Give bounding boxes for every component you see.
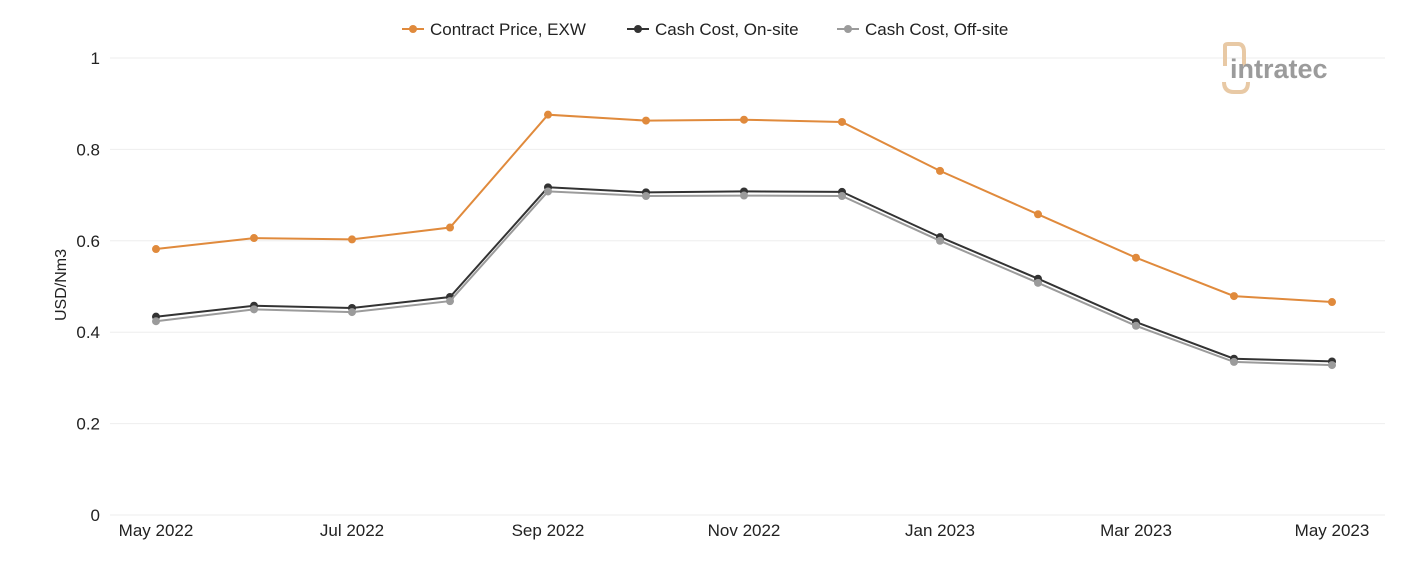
logo-mark-hook [1222,81,1250,94]
y-tick-label: 0.8 [76,140,100,159]
data-point [936,236,944,245]
legend-marker [844,25,852,33]
series-3 [152,187,1336,370]
y-axis-ticks: 0 0.2 0.4 0.6 0.8 1 [76,49,100,525]
data-point [1034,278,1042,287]
data-point [446,297,454,306]
data-point [1034,210,1042,219]
data-point [348,235,356,244]
legend-label: Cash Cost, Off-site [865,20,1008,39]
data-point [152,317,160,326]
series-group [152,110,1336,370]
x-tick-label: May 2022 [119,521,194,540]
data-point [740,191,748,200]
x-tick-label: Mar 2023 [1100,521,1172,540]
data-point [1328,298,1336,307]
data-point [1230,292,1238,301]
y-tick-label: 1 [91,49,100,68]
data-point [544,187,552,196]
legend-item[interactable]: Cash Cost, Off-site [837,20,1008,39]
legend[interactable]: Contract Price, EXW Cash Cost, On-site Cas… [402,20,1008,39]
x-tick-label: Nov 2022 [708,521,781,540]
data-point [152,245,160,254]
intratec-logo: intratec [1222,42,1328,94]
y-tick-label: 0.2 [76,415,100,434]
data-point [642,192,650,201]
data-point [544,110,552,119]
data-point [1132,321,1140,330]
legend-label: Contract Price, EXW [430,20,586,39]
data-point [348,308,356,317]
series-line [155,190,1333,367]
data-point [838,117,846,126]
legend-marker [634,25,642,33]
series-2 [152,183,1336,366]
x-tick-label: Jan 2023 [905,521,975,540]
y-axis-label: USD/Nm3 [53,249,70,321]
y-tick-label: 0 [91,506,100,525]
series-line [155,186,1333,363]
data-point [1230,357,1238,366]
data-point [1328,361,1336,370]
data-point [838,192,846,201]
gridlines [110,57,1385,516]
data-point [740,115,748,124]
y-tick-label: 0.4 [76,323,100,342]
data-point [642,116,650,125]
legend-item[interactable]: Cash Cost, On-site [627,20,799,39]
legend-label: Cash Cost, On-site [655,20,799,39]
legend-item[interactable]: Contract Price, EXW [402,20,586,39]
x-tick-label: May 2023 [1295,521,1370,540]
series-1 [152,110,1336,307]
series-line [155,113,1333,303]
data-point [250,234,258,243]
logo-text: intratec [1230,54,1328,84]
x-tick-label: Sep 2022 [512,521,585,540]
logo-mark [1223,42,1246,66]
data-point [936,166,944,175]
y-tick-label: 0.6 [76,232,100,251]
data-point [1132,253,1140,262]
x-tick-label: Jul 2022 [320,521,384,540]
data-point [250,305,258,314]
legend-marker [409,25,417,33]
x-axis-ticks: May 2022 Jul 2022 Sep 2022 Nov 2022 Jan 2023… [119,521,1370,540]
data-point [446,223,454,232]
